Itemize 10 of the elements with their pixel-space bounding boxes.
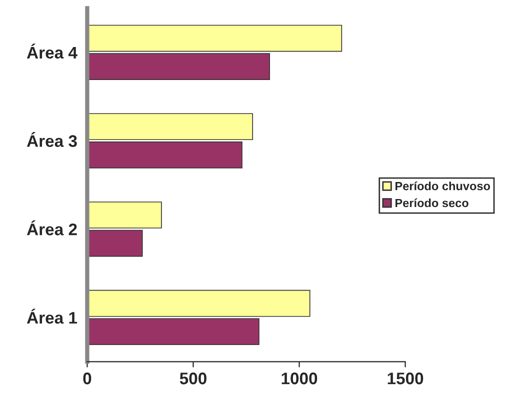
- y-tick-label: Área 2: [26, 220, 77, 236]
- legend-label: Período chuvoso: [396, 181, 490, 190]
- x-tick-label: 1500: [388, 372, 424, 384]
- y-tick-label: Área 1: [26, 308, 78, 324]
- x-tick-label: 500: [180, 372, 206, 384]
- y-tick-label: Área 3: [26, 132, 77, 147]
- x-tick-label: 1000: [282, 372, 318, 384]
- x-tick-label: 0: [83, 372, 92, 384]
- legend-label: Período seco: [396, 198, 468, 208]
- y-tick-label: Área 4: [26, 44, 78, 59]
